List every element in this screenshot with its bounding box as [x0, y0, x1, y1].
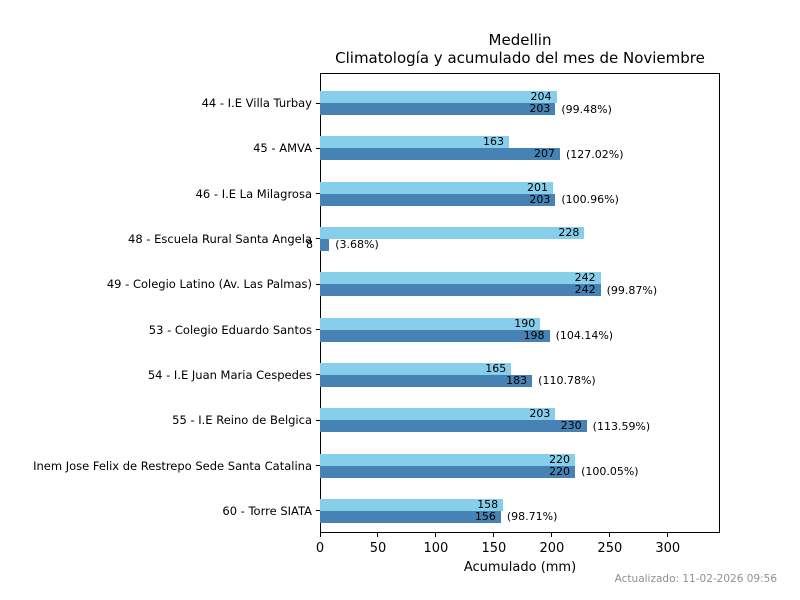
value-label-acumulado: 230: [560, 419, 582, 433]
value-label-climatologia: 242: [574, 271, 596, 285]
percent-label: (113.59%): [592, 419, 651, 433]
value-label-acumulado: 242: [574, 283, 596, 297]
y-tick: [316, 419, 320, 421]
x-tick-label: 0: [315, 541, 325, 556]
value-label-climatologia: 220: [549, 452, 571, 466]
x-tick-label: 300: [655, 541, 681, 556]
x-tick-label: 200: [539, 541, 565, 556]
chart-title: Medellin: [488, 31, 552, 49]
value-label-climatologia: 203: [529, 407, 551, 421]
x-axis-label: Acumulado (mm): [463, 560, 577, 575]
value-label-acumulado: 203: [529, 192, 551, 206]
bar-acumulado: [320, 374, 533, 387]
x-tick: [551, 533, 553, 537]
category-label: 54 - I.E Juan Maria Cespedes: [147, 367, 312, 382]
bar-acumulado: [320, 148, 560, 161]
updated-timestamp: Actualizado: 11-02-2026 09:56: [614, 573, 777, 585]
x-tick-label: 250: [597, 541, 623, 556]
y-tick: [316, 147, 320, 149]
category-label: 55 - I.E Reino de Belgica: [172, 413, 312, 428]
bar-climatologia: [320, 453, 576, 466]
x-tick: [609, 533, 611, 537]
y-tick: [316, 283, 320, 285]
value-label-acumulado: 183: [506, 373, 528, 387]
bar-acumulado: [320, 103, 556, 115]
value-label-acumulado: 203: [529, 102, 551, 115]
value-label-climatologia: 201: [527, 180, 549, 194]
value-label-acumulado: 8: [306, 237, 313, 251]
chart-subtitle: Climatología y acumulado del mes de Novi…: [335, 49, 705, 67]
value-label-climatologia: 190: [514, 316, 536, 330]
bar-acumulado: [320, 329, 550, 342]
percent-label: (110.78%): [538, 374, 596, 388]
bar-acumulado: [320, 238, 330, 251]
category-label: 48 - Escuela Rural Santa Angela: [128, 231, 312, 246]
category-label: 49 - Colegio Latino (Av. Las Palmas): [106, 277, 312, 292]
y-tick: [316, 102, 320, 104]
value-label-acumulado: 220: [549, 464, 571, 478]
percent-label: (99.48%): [561, 102, 612, 116]
bar-acumulado: [320, 465, 576, 478]
y-tick: [316, 193, 320, 195]
y-tick: [316, 238, 320, 240]
y-tick: [316, 374, 320, 376]
x-tick: [319, 533, 321, 537]
category-label: 53 - Colegio Eduardo Santos: [148, 322, 312, 337]
category-label: 45 - AMVA: [253, 141, 312, 156]
x-tick-label: 50: [369, 541, 387, 556]
y-tick: [316, 465, 320, 467]
bar-climatologia: [320, 181, 554, 194]
y-tick: [316, 329, 320, 331]
bar-climatologia: [320, 408, 556, 421]
bar-acumulado: [320, 420, 587, 433]
bar-climatologia: [320, 498, 504, 511]
category-label: 60 - Torre SIATA: [222, 503, 312, 518]
value-label-climatologia: 228: [558, 225, 580, 239]
bar-acumulado: [320, 284, 601, 297]
percent-label: (100.05%): [581, 465, 639, 479]
value-label-climatologia: 204: [530, 90, 552, 103]
category-label: 44 - I.E Villa Turbay: [201, 96, 312, 110]
bar-climatologia: [320, 91, 557, 103]
value-label-acumulado: 156: [474, 509, 496, 523]
percent-label: (99.87%): [606, 283, 658, 297]
percent-label: (98.71%): [506, 510, 558, 524]
bar-acumulado: [320, 510, 501, 523]
value-label-climatologia: 163: [482, 135, 504, 149]
percent-label: (3.68%): [335, 238, 379, 252]
category-label: Inem Jose Felix de Restrepo Sede Santa C…: [33, 458, 312, 473]
plot-area: [320, 73, 720, 533]
x-tick: [377, 533, 379, 537]
bar-climatologia: [320, 272, 601, 285]
bar-climatologia: [320, 362, 512, 375]
value-label-climatologia: 158: [477, 497, 499, 511]
x-tick: [493, 533, 495, 537]
value-label-climatologia: 165: [485, 361, 507, 375]
percent-label: (100.96%): [561, 193, 619, 207]
bar-climatologia: [320, 226, 585, 239]
x-tick: [667, 533, 669, 537]
value-label-acumulado: 207: [534, 147, 555, 161]
bar-acumulado: [320, 193, 556, 206]
bar-climatologia: [320, 136, 509, 149]
y-tick: [316, 510, 320, 512]
x-tick: [435, 533, 437, 537]
value-label-acumulado: 198: [523, 328, 545, 342]
x-tick-label: 100: [423, 541, 449, 556]
x-tick-label: 150: [481, 541, 507, 556]
category-label: 46 - I.E La Milagrosa: [195, 186, 312, 201]
bar-climatologia: [320, 317, 541, 330]
percent-label: (104.14%): [555, 329, 614, 343]
percent-label: (127.02%): [566, 147, 624, 161]
title-block: Medellin Climatología y acumulado del me…: [270, 31, 770, 67]
